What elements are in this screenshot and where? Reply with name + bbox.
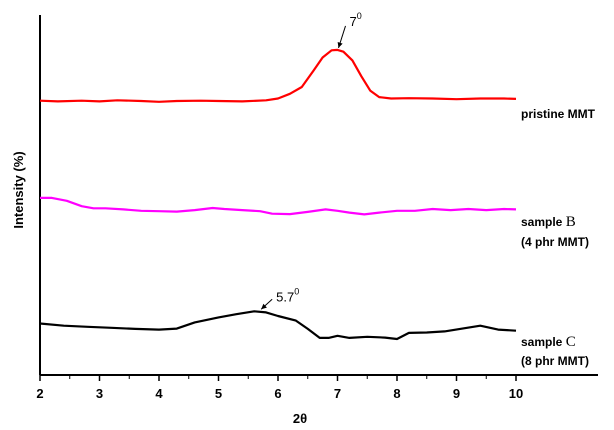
peak-value: 7 bbox=[350, 14, 357, 29]
peak-annotation: 5.70 bbox=[276, 286, 299, 304]
x-tick-label: 10 bbox=[509, 386, 523, 401]
x-tick-label: 7 bbox=[334, 386, 341, 401]
peak-degree: 0 bbox=[357, 11, 362, 21]
series-label-prefix: sample bbox=[521, 335, 566, 349]
series-label-detail: (4 phr MMT) bbox=[521, 235, 589, 249]
series-label: pristine MMT bbox=[521, 107, 596, 121]
x-tick-label: 5 bbox=[215, 386, 222, 401]
series-line-2 bbox=[39, 310, 517, 341]
annotation-arrowhead bbox=[337, 41, 343, 48]
axes: 2 3 4 5 6 7 8 9 10 2θ Intensity (%) bbox=[11, 15, 598, 426]
labels-layer: pristine MMT sample B (4 phr MMT) sample C (… bbox=[260, 11, 596, 368]
series-label: sample B bbox=[521, 214, 576, 230]
x-tick-label: 4 bbox=[155, 386, 163, 401]
x-tick-label: 8 bbox=[393, 386, 400, 401]
series-label: sample C bbox=[521, 334, 576, 350]
series-label-letter: B bbox=[566, 214, 576, 230]
series-line-1 bbox=[40, 196, 517, 216]
series-label-prefix: sample bbox=[521, 215, 566, 229]
y-axis-title: Intensity (%) bbox=[11, 151, 26, 228]
x-axis-title: 2θ bbox=[293, 411, 307, 426]
x-tick-label: 2 bbox=[36, 386, 43, 401]
x-tick-label: 9 bbox=[453, 386, 460, 401]
annotation-arrowhead bbox=[261, 303, 267, 310]
peak-value: 5.7 bbox=[276, 289, 294, 304]
series-label-detail: (8 phr MMT) bbox=[521, 354, 589, 368]
series-layer bbox=[39, 48, 517, 341]
series-label-letter: C bbox=[566, 334, 576, 350]
peak-annotation: 70 bbox=[350, 11, 362, 29]
series-line-0 bbox=[39, 48, 517, 103]
x-tick-label: 3 bbox=[96, 386, 103, 401]
x-tick-label: 6 bbox=[274, 386, 281, 401]
peak-degree: 0 bbox=[294, 286, 299, 296]
